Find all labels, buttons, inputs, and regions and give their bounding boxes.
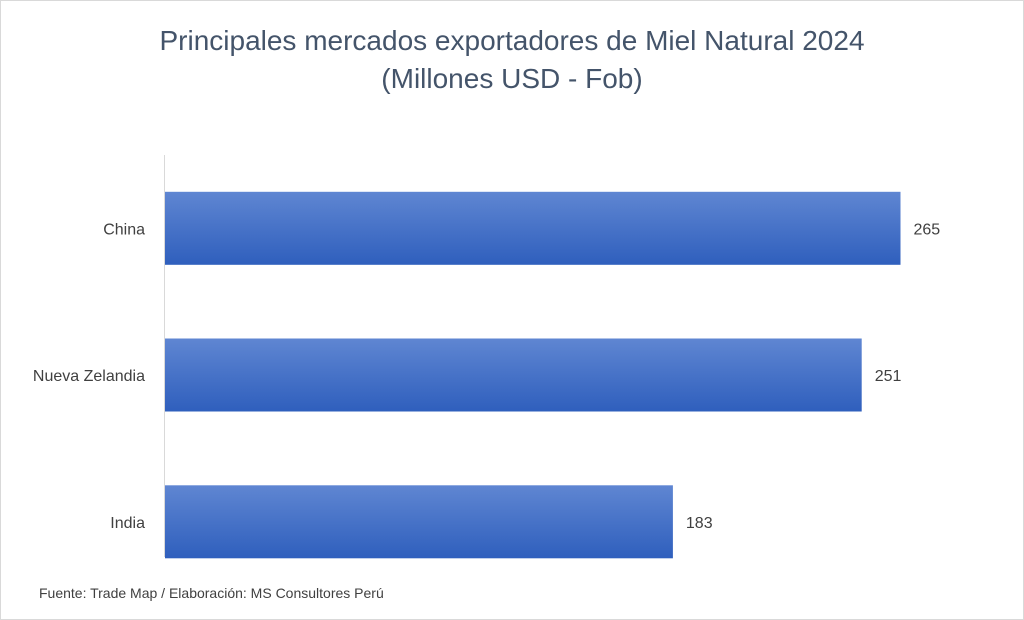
- category-label: China: [103, 221, 145, 238]
- category-label: Nueva Zelandia: [33, 368, 145, 385]
- data-label: 251: [875, 368, 902, 385]
- source-note: Fuente: Trade Map / Elaboración: MS Cons…: [39, 585, 384, 601]
- data-label: 183: [686, 515, 713, 532]
- data-label: 265: [914, 221, 941, 238]
- chart-subtitle: (Millones USD - Fob): [381, 63, 643, 94]
- bar-nueva-zelandia: [165, 338, 862, 412]
- bar-india: [165, 485, 673, 559]
- bar-china: [165, 191, 901, 265]
- chart-title-block: Principales mercados exportadores de Mie…: [0, 22, 1024, 98]
- category-label: India: [110, 515, 145, 532]
- chart-title: Principales mercados exportadores de Mie…: [159, 25, 865, 56]
